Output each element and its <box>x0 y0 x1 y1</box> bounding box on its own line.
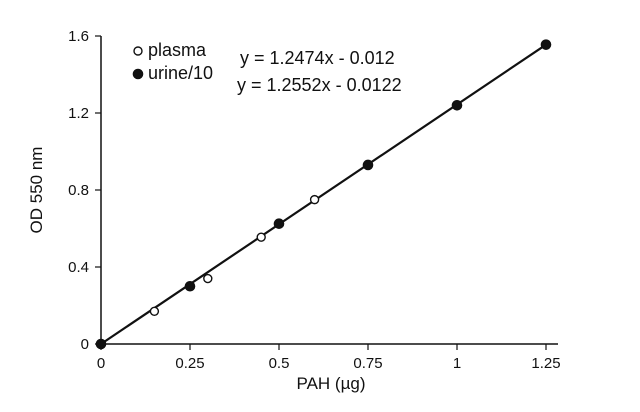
y-tick-label: 0.4 <box>68 259 89 276</box>
trendline <box>99 43 548 346</box>
urine-legend-label: urine/10 <box>148 63 213 83</box>
x-tick-label: 0.75 <box>353 355 382 372</box>
trend-layer <box>99 43 548 346</box>
urine-legend-marker <box>132 68 144 80</box>
urine-equation: y = 1.2552x - 0.0122 <box>237 75 402 95</box>
y-tick-label: 0 <box>81 336 89 353</box>
urine-point <box>540 39 552 50</box>
x-tick-label: 1 <box>453 355 461 372</box>
urine-point <box>273 218 285 229</box>
x-tick-label: 0.25 <box>175 355 204 372</box>
y-axis-label: OD 550 nm <box>27 147 46 234</box>
y-tick-label: 1.2 <box>68 105 89 122</box>
plasma-legend-marker <box>133 46 143 56</box>
y-tick-label: 1.6 <box>68 28 89 45</box>
legend-layer: plasma y = 1.2474x - 0.012 urine/10 y = 1.2… <box>132 40 402 95</box>
tick-layer: 0 0.4 0.8 1.2 1.6 0 0.25 0.5 0.75 1 1.25 <box>68 28 560 372</box>
plasma-point <box>309 194 320 205</box>
urine-point <box>362 159 374 171</box>
urine-point <box>184 280 196 292</box>
plasma-equation: y = 1.2474x - 0.012 <box>240 48 395 68</box>
x-axis-label: PAH (µg) <box>297 374 366 393</box>
x-tick-label: 0.5 <box>269 355 290 372</box>
x-tick-label: 1.25 <box>531 355 560 372</box>
x-tick-label: 0 <box>97 355 105 372</box>
plasma-point <box>203 273 213 284</box>
points-layer <box>95 39 552 350</box>
plasma-legend-label: plasma <box>148 40 207 60</box>
urine-point <box>95 338 107 350</box>
urine-point <box>451 100 463 111</box>
y-tick-label: 0.8 <box>68 182 89 199</box>
plasma-point <box>256 232 266 242</box>
plasma-point <box>149 306 160 316</box>
